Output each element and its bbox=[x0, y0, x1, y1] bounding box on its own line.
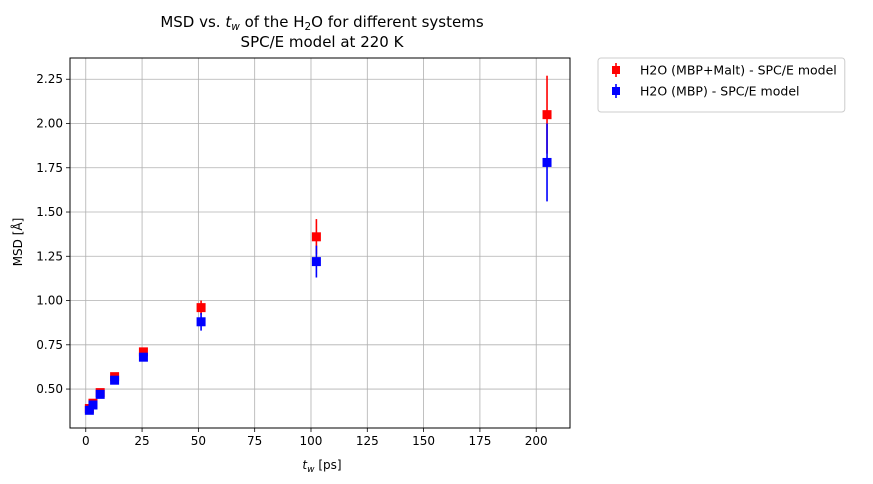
y-tick-label: 0.50 bbox=[36, 382, 63, 396]
x-tick-label: 175 bbox=[468, 434, 491, 448]
x-tick-label: 75 bbox=[247, 434, 262, 448]
data-point bbox=[138, 347, 148, 357]
data-point bbox=[95, 389, 105, 399]
data-point bbox=[196, 317, 206, 327]
y-tick-label: 2.00 bbox=[36, 117, 63, 131]
y-axis-ticks: 0.50 0.75 1.00 1.25 1.50 1.75 2.00 2.25 bbox=[36, 72, 70, 396]
chart-title-line1: MSD vs. tw of the H2O for different syst… bbox=[160, 13, 484, 33]
legend-marker bbox=[612, 66, 620, 74]
data-point bbox=[110, 375, 120, 385]
legend-marker bbox=[612, 87, 620, 95]
legend-box bbox=[597, 57, 846, 113]
x-axis-ticks: 0 25 50 75 100 125 150 175 200 bbox=[82, 428, 548, 448]
legend-label: H2O (MBP+Malt) - SPC/E model bbox=[640, 63, 837, 78]
plot-frame bbox=[69, 57, 571, 429]
series-0 bbox=[84, 75, 552, 414]
chart-title: MSD vs. tw of the H2O for different syst… bbox=[160, 13, 484, 51]
data-point bbox=[88, 400, 98, 410]
data-point bbox=[196, 303, 206, 313]
x-tick-label: 25 bbox=[134, 434, 149, 448]
y-tick-label: 1.00 bbox=[36, 294, 63, 308]
y-tick-label: 1.50 bbox=[36, 205, 63, 219]
x-tick-label: 50 bbox=[191, 434, 206, 448]
legend-label: H2O (MBP) - SPC/E model bbox=[640, 84, 799, 99]
data-point bbox=[311, 257, 321, 267]
data-point bbox=[542, 157, 552, 167]
y-axis-label: MSD [Å] bbox=[10, 218, 25, 267]
y-tick-label: 1.25 bbox=[36, 249, 63, 263]
x-tick-label: 200 bbox=[525, 434, 548, 448]
y-tick-label: 2.25 bbox=[36, 72, 63, 86]
legend: H2O (MBP+Malt) - SPC/E model H2O (MBP) - … bbox=[597, 57, 846, 113]
x-tick-label: 125 bbox=[356, 434, 379, 448]
x-tick-label: 100 bbox=[300, 434, 323, 448]
data-point bbox=[138, 352, 148, 362]
series-1 bbox=[84, 123, 552, 415]
data-point bbox=[311, 232, 321, 242]
x-tick-label: 150 bbox=[412, 434, 435, 448]
data-point bbox=[542, 110, 552, 120]
chart-title-line2: SPC/E model at 220 K bbox=[241, 33, 405, 51]
y-tick-label: 1.75 bbox=[36, 161, 63, 175]
grid-lines bbox=[70, 58, 570, 428]
data-series bbox=[84, 75, 552, 415]
x-tick-label: 0 bbox=[82, 434, 90, 448]
y-tick-label: 0.75 bbox=[36, 338, 63, 352]
x-axis-label: tw [ps] bbox=[302, 458, 341, 475]
data-point bbox=[84, 405, 94, 415]
